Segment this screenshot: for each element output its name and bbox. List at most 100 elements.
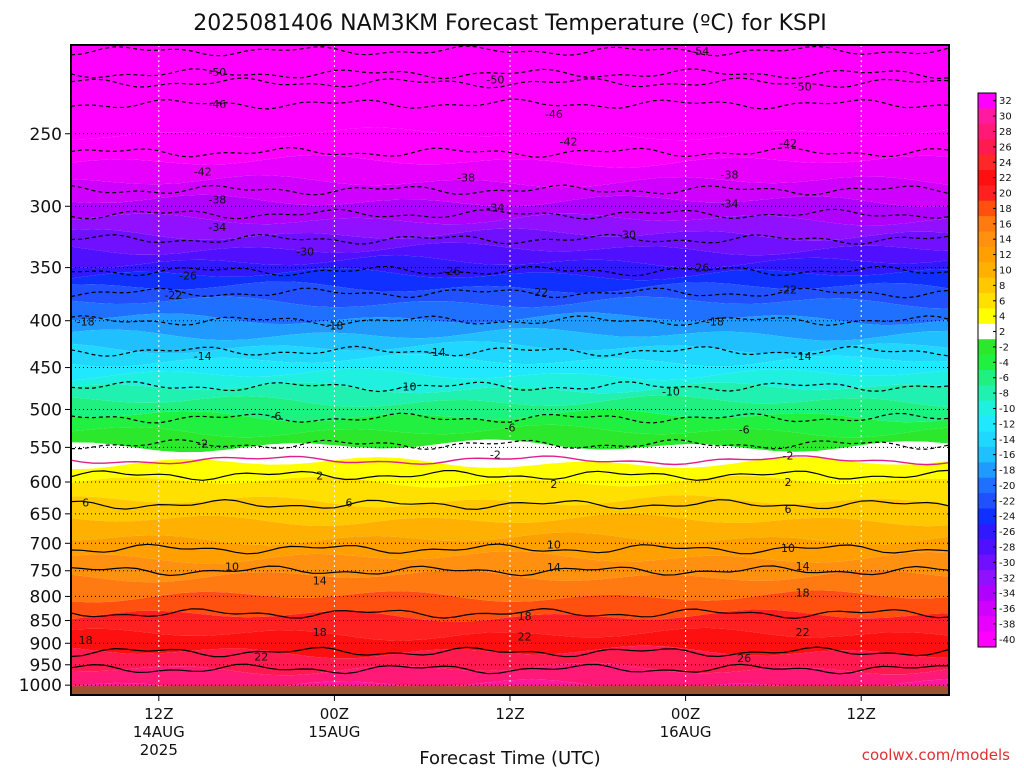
temperature-band [71,45,949,141]
isotherm-label: 6 [785,503,792,516]
isotherm-line [71,345,949,357]
isotherm-line [71,565,949,577]
isotherm-label: -6 [739,424,750,437]
isotherm-label: -22 [164,289,182,302]
y-tick-label: 1000 [19,676,62,696]
isotherm-label: -26 [179,269,197,282]
isotherm-line [71,381,949,393]
temperature-band [71,341,949,367]
y-tick-label: 700 [30,534,62,554]
colorbar-swatch [978,246,996,263]
isotherm-label: -38 [457,171,475,184]
isotherm-label: 2 [316,469,323,482]
isotherm-label: 2 [550,478,557,491]
isotherm-label: 22 [254,650,268,663]
isotherm-label: 10 [781,542,795,555]
temperature-band [71,513,949,546]
colorbar-label: -6 [999,373,1009,384]
y-tick-label: 950 [30,656,62,676]
colorbar-swatch [978,370,996,386]
colorbar-label: 32 [999,96,1012,107]
isotherm-label: -34 [721,198,739,211]
isotherm-label: -10 [662,386,680,399]
isotherm-label: 18 [796,586,810,599]
isotherm-label: -10 [399,381,417,394]
colorbar-label: -40 [999,635,1015,646]
colorbar-swatch [978,231,996,248]
colorbar-label: 22 [999,173,1012,184]
colorbar-swatch [978,446,996,463]
isotherm-label: -54 [691,45,709,58]
colorbar-swatch [978,354,996,371]
colorbar-label: -24 [999,512,1015,523]
colorbar-label: 16 [999,219,1012,230]
isotherm-line [71,315,949,327]
colorbar-swatch [978,93,996,109]
temperature-band [71,213,949,241]
isotherm-label: -22 [530,286,548,299]
y-tick-label: 600 [30,473,62,493]
isotherm-label: -6 [505,421,516,434]
colorbar-label: -14 [999,435,1015,446]
temperature-fill-bands [71,45,949,695]
isotherm-line [71,607,949,620]
colorbar-label: 12 [999,250,1012,261]
isotherm-lines [71,45,949,675]
x-tick-label: 12Z [144,705,173,723]
isotherm-label: -14 [794,350,812,363]
colorbar-swatch [978,585,996,602]
isotherm-label: -2 [783,449,794,462]
isotherm-label: 18 [518,610,532,623]
x-tick-label: 00Z [320,705,349,723]
colorbar-label: 14 [999,235,1012,246]
colorbar-swatch [978,631,996,648]
colorbar-swatch [978,508,996,525]
isotherm-label: -50 [794,81,812,94]
colorbar-label: -10 [999,404,1015,415]
isotherm-line [71,45,949,57]
colorbar-label: -34 [999,589,1015,600]
x-tick-year: 2025 [140,741,178,759]
temperature-band [71,382,949,408]
colorbar-swatch [978,262,996,279]
isotherm-label: -14 [428,346,446,359]
colorbar-swatch [978,216,996,232]
colorbar-swatch [978,431,996,448]
colorbar-swatch [978,308,996,325]
isotherm-label: 18 [313,626,327,639]
isotherm-line [71,146,949,158]
colorbar-label: -12 [999,419,1015,430]
temperature-band [71,354,949,381]
x-tick-date: 16AUG [660,723,712,741]
colorbar: 32 30 28 26 24 22 20 18 16 14 12 10 8 6 4 2 -2 -4 -6 -8 -10 -… [977,92,1015,648]
colorbar-label: -28 [999,542,1015,553]
colorbar-label: -18 [999,466,1015,477]
isotherm-label: 14 [547,561,561,574]
colorbar-frame [977,92,997,648]
isotherm-label: 18 [79,634,93,647]
colorbar-label: -16 [999,450,1015,461]
y-tick-label: 300 [30,197,62,217]
temperature-band [71,255,949,281]
y-tick-label: 500 [30,400,62,420]
y-tick-label: 550 [30,438,62,458]
isotherm-label: -18 [325,320,343,333]
isotherm-line [71,233,949,245]
colorbar-swatch [978,108,996,125]
colorbar-label: 28 [999,127,1012,138]
isotherm-label: -34 [208,221,226,234]
isotherm-line [71,663,949,675]
isotherm-label: -46 [208,98,226,111]
x-tick-label: 12Z [847,705,876,723]
isotherm-label: -46 [545,108,563,121]
isotherm-line [71,98,949,110]
y-tick-label: 900 [30,634,62,654]
colorbar-swatch [978,477,996,494]
colorbar-swatch [978,293,996,309]
colorbar-label: -26 [999,527,1015,538]
colorbar-label: -32 [999,573,1015,584]
isotherm-label: -34 [486,202,504,215]
colorbar-swatch [978,200,996,217]
colorbar-label: 26 [999,142,1012,153]
y-axis: 2503003504004505005506006507007508008509… [19,125,71,696]
